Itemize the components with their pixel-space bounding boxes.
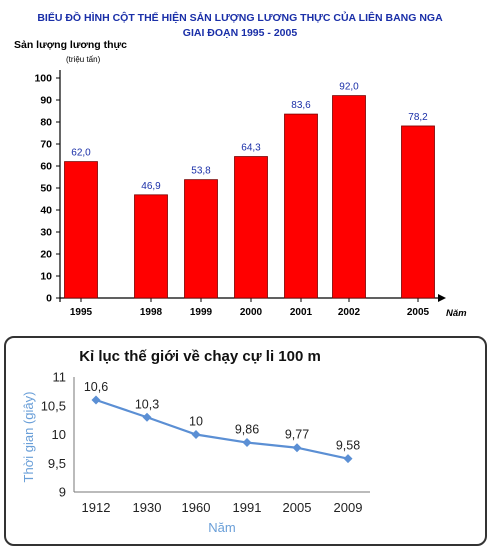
line-chart-x-tick-label: 2005 (283, 500, 312, 515)
bar-chart-x-tick-label: 1998 (140, 307, 163, 318)
bar-chart-x-axis-label: Năm (446, 308, 467, 319)
line-point-label: 10,6 (84, 380, 108, 394)
line-chart-series: 10,6 10,3 10 9,86 9,77 9,58 (84, 380, 360, 464)
bar-2005 (401, 125, 435, 299)
bar-chart-axes: 0 10 20 30 40 50 60 70 80 90 100 1995 1998 1999 2000 20… (34, 70, 446, 318)
line-chart-x-tick-label: 1912 (82, 500, 111, 515)
line-point-label: 9,77 (285, 428, 309, 442)
line-point-1930 (142, 412, 152, 422)
bar-chart-y-tick-label: 70 (40, 139, 52, 151)
line-point-label: 9,86 (235, 423, 259, 437)
line-chart: Kỉ lục thế giới về chạy cự li 100 m Thời… (21, 348, 370, 535)
line-point-label: 9,58 (336, 439, 360, 453)
line-chart-y-tick-label: 10 (52, 427, 66, 442)
bar-chart-bars: 62,0 46,9 53,8 64,3 83,6 92,0 78,2 (64, 82, 435, 299)
line-point-2009 (343, 454, 353, 464)
bar-chart-y-tick-label: 60 (40, 161, 52, 173)
bar-1998 (134, 194, 168, 299)
bar-value-label: 53,8 (191, 166, 211, 177)
line-chart-x-tick-label: 2009 (334, 500, 363, 515)
bar-value-label: 92,0 (339, 82, 359, 93)
bar-chart-y-tick-label: 90 (40, 95, 52, 107)
line-point-1991 (242, 438, 252, 448)
bar-chart-y-tick-label: 40 (40, 205, 52, 217)
bar-chart-x-axis-arrow (438, 294, 446, 302)
bar-value-label: 83,6 (291, 100, 311, 111)
bar-1995 (64, 161, 98, 299)
bar-chart-y-tick-label: 20 (40, 249, 52, 261)
line-point-label: 10 (189, 415, 203, 429)
bar-chart-y-tick-label: 30 (40, 227, 52, 239)
bar-chart-x-tick-label: 2000 (240, 307, 263, 318)
line-chart-title: Kỉ lục thế giới về chạy cự li 100 m (79, 348, 321, 365)
bar-value-label: 62,0 (71, 148, 91, 159)
bar-chart-y-tick-label: 80 (40, 117, 52, 129)
bar-chart-x-tick-label: 1995 (70, 307, 93, 318)
bar-chart-title-line2: GIAI ĐOẠN 1995 - 2005 (183, 27, 298, 39)
line-point-1960 (191, 430, 201, 439)
bar-1999 (184, 179, 218, 299)
bar-chart-x-tick-label: 2005 (407, 307, 430, 318)
line-chart-x-tick-label: 1960 (182, 500, 211, 515)
bar-value-label: 64,3 (241, 143, 261, 154)
line-chart-y-tick-label: 9,5 (48, 456, 66, 471)
line-series-path (95, 398, 349, 460)
line-point-1912 (91, 395, 101, 405)
bar-chart-title-line1: BIỂU ĐỒ HÌNH CỘT THỂ HIỆN SẢN LƯỢNG LƯƠN… (37, 11, 443, 24)
bar-chart-x-tick-label: 2002 (338, 307, 361, 318)
bar-2000 (234, 156, 268, 299)
line-chart-y-tick-label: 11 (53, 370, 67, 385)
bar-chart-x-tick-label: 2001 (290, 307, 313, 318)
line-chart-x-axis-label: Năm (208, 520, 235, 535)
bar-value-label: 78,2 (408, 112, 428, 123)
bar-chart-y-axis-unit: (triệu tấn) (66, 55, 101, 64)
bar-chart-y-tick-label: 100 (34, 73, 52, 85)
line-chart-axes: 9 9,5 10 10,5 11 1912 1930 1960 1991 2005 2009 (41, 370, 370, 515)
line-chart-x-tick-label: 1991 (233, 500, 262, 515)
bar-chart-y-tick-label: 50 (40, 183, 52, 195)
bar-chart: BIỂU ĐỒ HÌNH CỘT THỂ HIỆN SẢN LƯỢNG LƯƠN… (14, 11, 467, 319)
line-chart-x-tick-label: 1930 (133, 500, 162, 515)
line-point-2005 (292, 443, 302, 453)
bar-chart-y-tick-label: 0 (46, 293, 52, 305)
bar-2002 (332, 95, 366, 299)
bar-2001 (284, 113, 318, 299)
bar-chart-y-tick-label: 10 (40, 271, 52, 283)
line-chart-y-tick-label: 10,5 (41, 398, 66, 413)
bar-chart-x-tick-label: 1999 (190, 307, 213, 318)
line-chart-y-axis-label: Thời gian (giây) (21, 392, 36, 483)
line-chart-y-tick-label: 9 (59, 485, 66, 500)
bar-chart-y-axis-label: Sản lượng lương thực (14, 39, 127, 51)
line-point-label: 10,3 (135, 397, 159, 411)
bar-value-label: 46,9 (141, 181, 161, 192)
